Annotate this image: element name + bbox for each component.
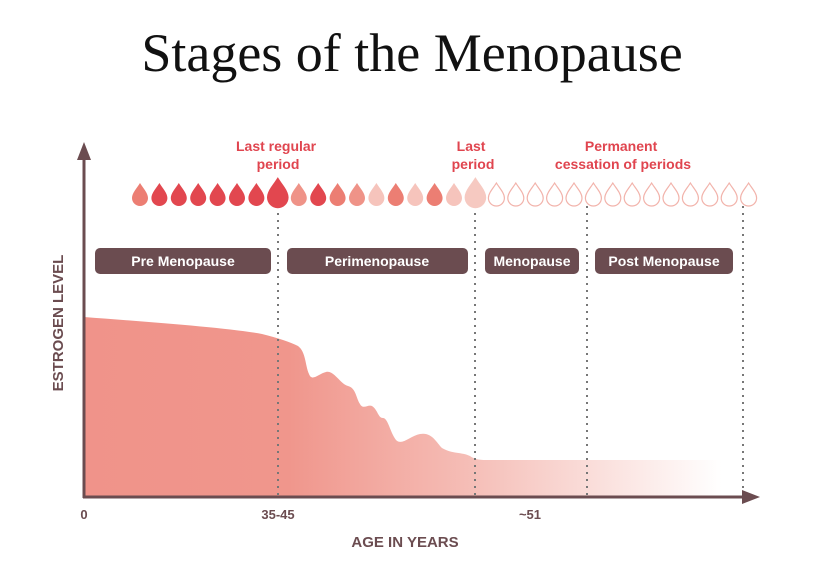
drop-icon <box>387 183 404 206</box>
period-drops <box>132 177 758 209</box>
drop-icon <box>209 183 226 206</box>
x-axis-arrow <box>742 490 760 504</box>
drop-icon <box>720 181 738 207</box>
drop-icon <box>310 183 327 206</box>
stage-perimenopause: Perimenopause <box>287 248 468 274</box>
drop-icon <box>229 183 245 206</box>
drop-icon <box>662 181 680 207</box>
drop-icon <box>739 181 758 207</box>
stage-menopause: Menopause <box>485 248 579 274</box>
svg-text:Perimenopause: Perimenopause <box>325 253 429 269</box>
drop-icon <box>132 183 148 206</box>
page-title: Stages of the Menopause <box>141 23 683 83</box>
drop-icon <box>267 177 289 209</box>
drop-icon <box>407 183 424 206</box>
drop-icon <box>290 183 307 206</box>
x-tick-51: ~51 <box>519 507 541 522</box>
drop-icon <box>526 181 544 207</box>
estrogen-curve <box>84 317 722 497</box>
annotation-last-period: Last period <box>452 138 495 172</box>
drop-icon <box>604 181 622 207</box>
drop-icon <box>349 183 365 206</box>
drop-icon <box>368 183 385 206</box>
annotation-permanent-cessation: Permanent cessation of periods <box>555 138 691 172</box>
x-axis-label: AGE IN YEARS <box>351 534 458 551</box>
drop-icon <box>701 181 719 207</box>
svg-text:Pre Menopause: Pre Menopause <box>131 253 235 269</box>
drop-icon <box>681 181 700 207</box>
drop-icon <box>248 183 265 206</box>
drop-icon <box>642 181 661 207</box>
svg-text:Post Menopause: Post Menopause <box>608 253 719 269</box>
drop-icon <box>507 181 525 207</box>
drop-icon <box>446 183 462 206</box>
x-tick-35-45: 35-45 <box>261 507 294 522</box>
annotation-last-regular-period: Last regular period <box>236 138 320 172</box>
drop-icon <box>545 181 564 207</box>
drop-icon <box>151 183 168 206</box>
stage-labels: Pre Menopause Perimenopause Menopause Po… <box>95 248 733 274</box>
y-axis-arrow <box>77 142 91 160</box>
stage-post-menopause: Post Menopause <box>595 248 733 274</box>
drop-icon <box>584 181 603 207</box>
drop-icon <box>487 181 505 207</box>
svg-text:Menopause: Menopause <box>493 253 570 269</box>
drop-icon <box>623 181 641 207</box>
drop-icon <box>426 183 443 206</box>
drop-icon <box>464 177 487 209</box>
drop-icon <box>565 181 583 207</box>
drop-icon <box>190 183 207 206</box>
x-tick-0: 0 <box>80 507 87 522</box>
drop-icon <box>329 183 346 206</box>
axes <box>77 142 760 504</box>
stage-pre-menopause: Pre Menopause <box>95 248 271 274</box>
drop-icon <box>170 183 187 206</box>
y-axis-label: ESTROGEN LEVEL <box>50 255 67 392</box>
